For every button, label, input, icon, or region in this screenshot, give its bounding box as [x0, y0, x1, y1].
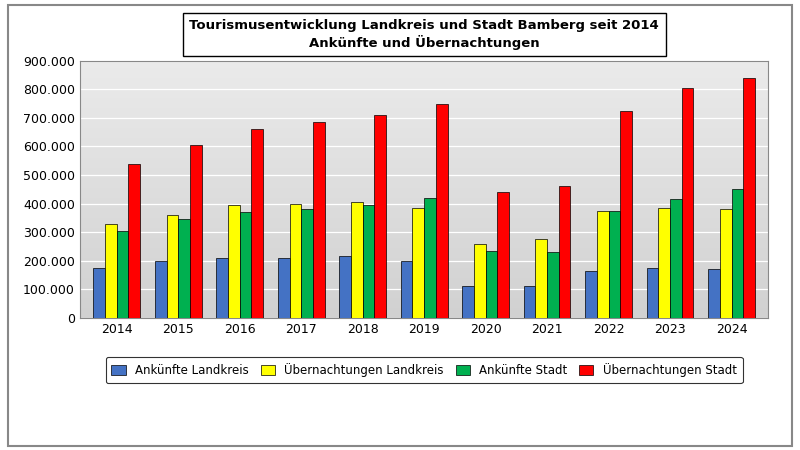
- Bar: [586, 270, 597, 318]
- Bar: [524, 286, 535, 318]
- Bar: [313, 122, 325, 318]
- Bar: [731, 189, 743, 318]
- Bar: [278, 258, 290, 318]
- Bar: [117, 231, 129, 318]
- Bar: [240, 212, 251, 318]
- Bar: [413, 208, 424, 318]
- Bar: [743, 78, 755, 318]
- Bar: [129, 164, 140, 318]
- Legend: Ankünfte Landkreis, Übernachtungen Landkreis, Ankünfte Stadt, Übernachtungen Sta: Ankünfte Landkreis, Übernachtungen Landk…: [106, 357, 742, 383]
- Bar: [290, 203, 301, 318]
- Bar: [105, 224, 117, 318]
- Bar: [374, 115, 386, 318]
- Bar: [558, 186, 570, 318]
- Bar: [682, 88, 694, 318]
- Bar: [190, 145, 202, 318]
- Bar: [228, 205, 240, 318]
- Bar: [436, 104, 447, 318]
- Bar: [362, 205, 374, 318]
- Bar: [597, 211, 609, 318]
- Bar: [301, 209, 313, 318]
- Bar: [351, 202, 362, 318]
- Bar: [462, 286, 474, 318]
- Bar: [166, 215, 178, 318]
- Title: Tourismusentwicklung Landkreis und Stadt Bamberg seit 2014
Ankünfte und Übernach: Tourismusentwicklung Landkreis und Stadt…: [190, 19, 659, 50]
- Bar: [547, 252, 558, 318]
- Bar: [486, 251, 498, 318]
- Bar: [498, 192, 509, 318]
- Bar: [535, 239, 547, 318]
- Bar: [670, 199, 682, 318]
- Bar: [339, 256, 351, 318]
- Bar: [178, 219, 190, 318]
- Bar: [720, 209, 731, 318]
- Bar: [251, 129, 263, 318]
- Bar: [646, 268, 658, 318]
- Bar: [708, 269, 720, 318]
- Bar: [424, 198, 436, 318]
- Bar: [620, 111, 632, 318]
- Bar: [609, 211, 620, 318]
- Bar: [155, 261, 166, 318]
- Bar: [216, 258, 228, 318]
- Bar: [658, 208, 670, 318]
- Bar: [94, 268, 105, 318]
- Bar: [401, 261, 413, 318]
- Bar: [474, 243, 486, 318]
